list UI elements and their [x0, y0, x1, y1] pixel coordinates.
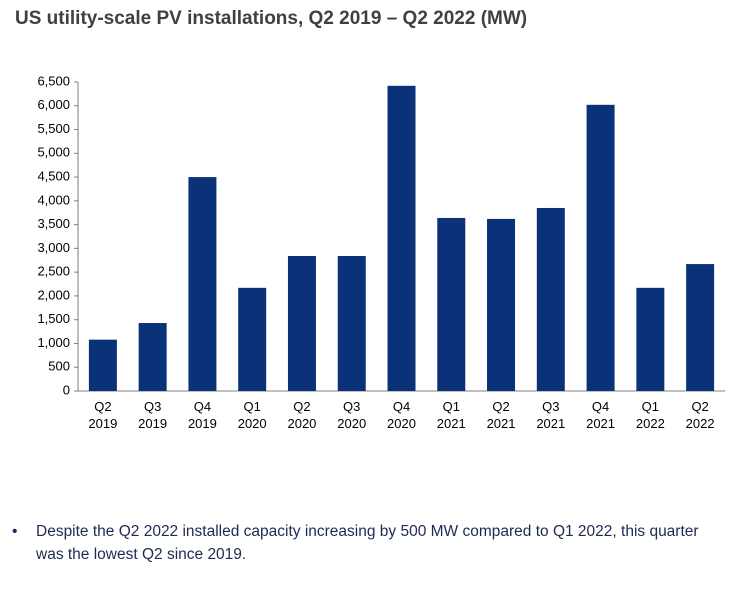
bar: [636, 287, 665, 391]
y-tick-label: 1,500: [37, 311, 70, 326]
bar: [586, 104, 615, 392]
bar: [536, 207, 565, 391]
y-tick-label: 4,000: [37, 192, 70, 207]
y-tick-label: 500: [48, 359, 70, 374]
bar: [238, 287, 267, 391]
y-tick-label: 5,500: [37, 121, 70, 136]
note: • Despite the Q2 2022 installed capacity …: [12, 520, 716, 566]
y-tick-label: 4,500: [37, 169, 70, 184]
y-tick-label: 0: [63, 382, 70, 397]
x-tick-label: Q1 2021: [436, 399, 466, 431]
bullet: •: [12, 523, 18, 540]
x-tick-label: Q3 2020: [337, 399, 367, 431]
chart-title: US utility-scale PV installations, Q2 20…: [15, 8, 528, 29]
bar: [138, 323, 167, 391]
note-text: Despite the Q2 2022 installed capacity i…: [36, 523, 699, 563]
y-tick-label: 2,000: [37, 287, 70, 302]
bar: [188, 177, 217, 391]
bar: [437, 217, 466, 391]
bar: [337, 255, 366, 391]
y-tick-label: 2,500: [37, 264, 70, 279]
y-tick-label: 3,500: [37, 216, 70, 231]
x-tick-label: Q4 2020: [387, 399, 416, 431]
bar: [686, 264, 715, 391]
chart: 0 500 1,000 1,500 2,000 2,500 3,000 3,500 4,000 4…: [37, 73, 725, 397]
y-tick-label: 6,000: [37, 97, 70, 112]
x-tick-label: Q2 2022: [685, 399, 715, 431]
y-tick-label: 5,000: [37, 145, 70, 160]
bar: [487, 218, 516, 391]
x-tick-label: Q2 2021: [486, 399, 516, 431]
x-tick-label: Q1 2022: [635, 399, 665, 431]
x-tick-label: Q4 2021: [586, 399, 616, 431]
x-tick-label: Q1 2020: [237, 399, 267, 431]
x-tick-label: Q4 2019: [187, 399, 217, 431]
x-tick-label: Q3 2019: [138, 399, 168, 431]
bar: [287, 255, 316, 391]
x-tick-label: Q3 2021: [536, 399, 566, 431]
bar: [387, 85, 416, 392]
x-tick-label: Q2 2020: [287, 399, 317, 431]
x-tick-label: Q2 2019: [88, 399, 118, 431]
bar: [88, 339, 117, 391]
y-tick-label: 1,000: [37, 335, 70, 350]
y-tick-label: 3,000: [37, 240, 70, 255]
y-tick-label: 6,500: [37, 73, 70, 88]
